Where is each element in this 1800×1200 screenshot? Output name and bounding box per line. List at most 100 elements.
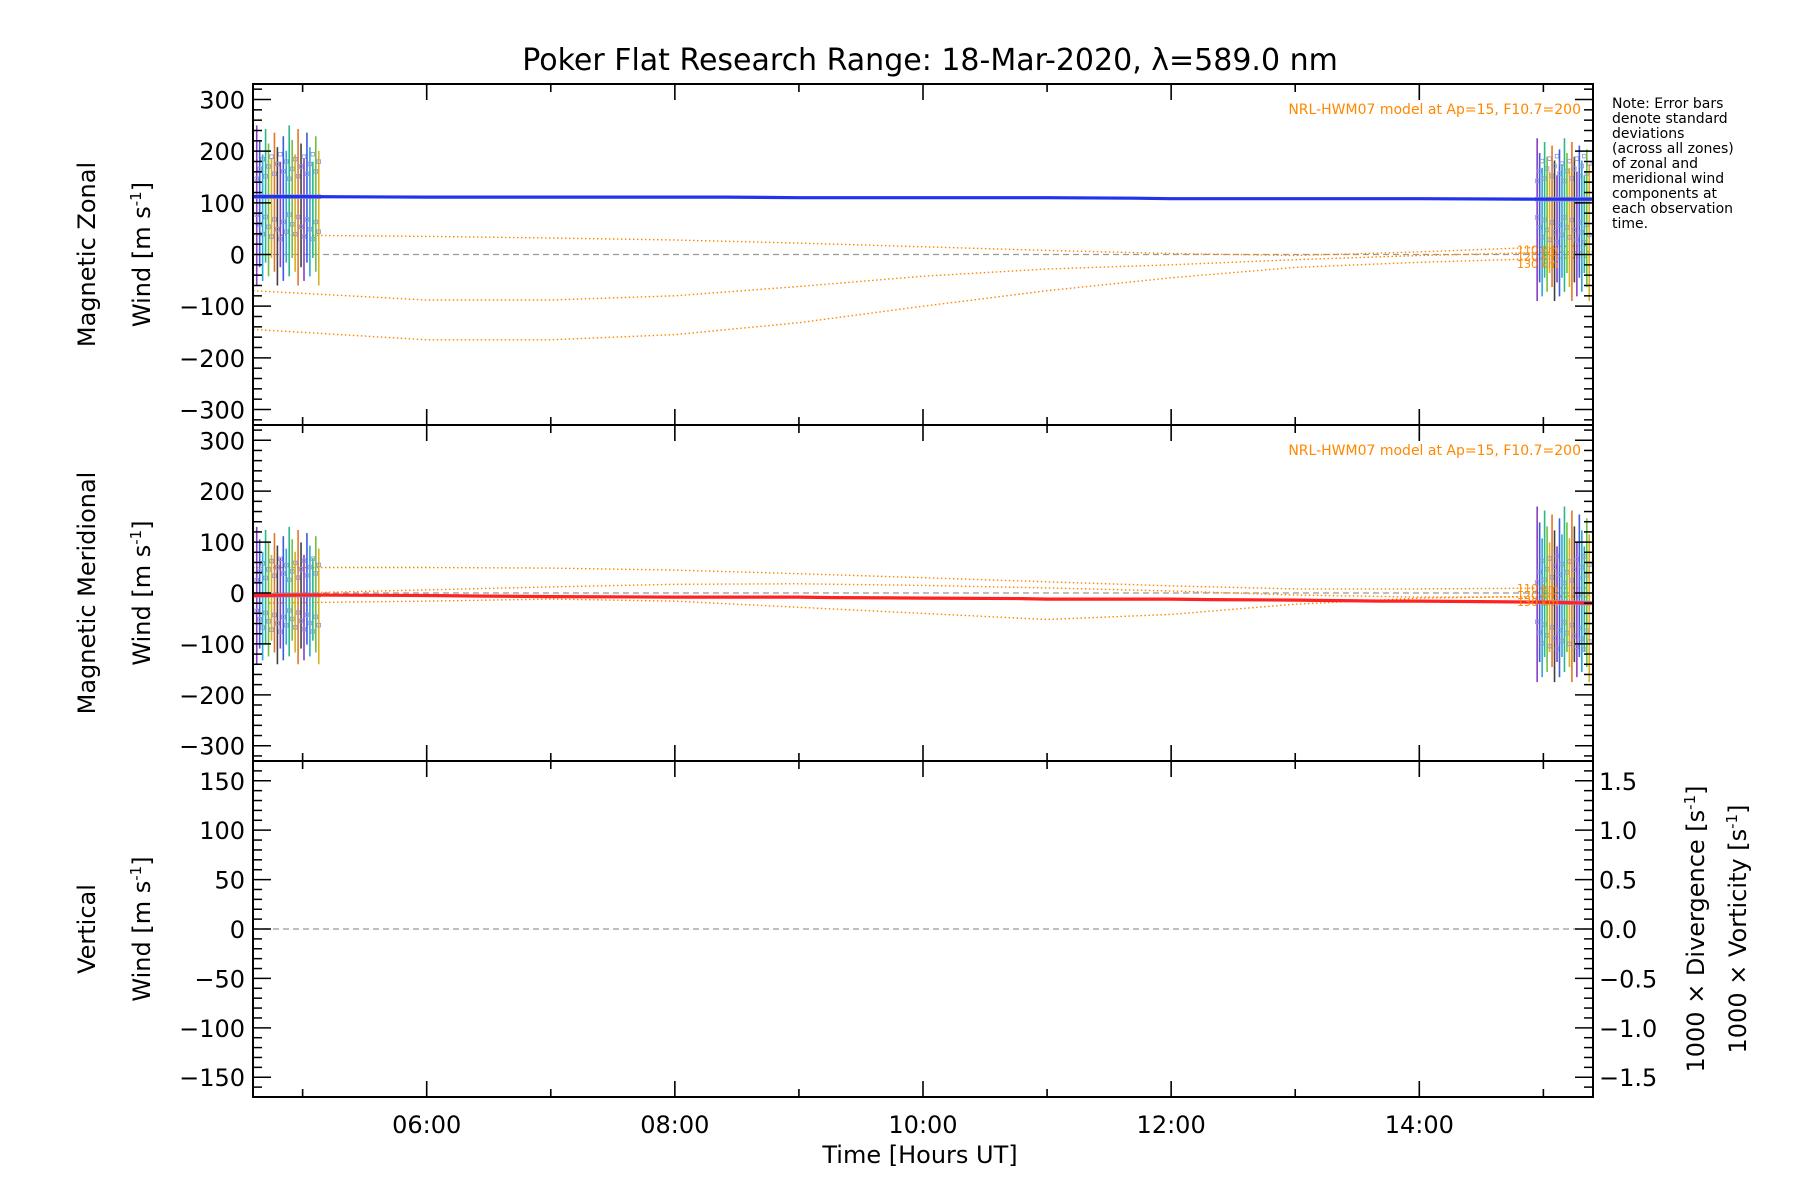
zone-point <box>263 575 268 581</box>
zone-point <box>286 577 292 583</box>
figure-title: Poker Flat Research Range: 18-Mar-2020, … <box>522 43 1338 78</box>
zone-point <box>284 229 289 234</box>
zone-point <box>310 629 316 634</box>
error-bar-group <box>254 125 322 286</box>
zone-point <box>1587 232 1592 238</box>
y2-tick-label: 1.0 <box>1599 817 1637 845</box>
zone-point <box>286 176 292 181</box>
y-tick-label: 300 <box>199 87 245 115</box>
y-tick-label: 0 <box>230 580 245 608</box>
measured-wind-line <box>252 593 1594 605</box>
zone-point <box>289 569 295 574</box>
note-line: denote standard <box>1612 111 1728 127</box>
y-axis-label-line1: Magnetic Zonal <box>73 162 101 347</box>
zone-point <box>298 566 304 572</box>
y-tick-label: −100 <box>179 631 245 659</box>
zone-point <box>266 567 271 572</box>
zone-point <box>298 164 304 169</box>
note-line: of zonal and <box>1612 156 1698 172</box>
zone-point <box>292 156 298 162</box>
x-tick-label: 10:00 <box>888 1111 957 1139</box>
zone-point <box>298 618 304 624</box>
zone-point <box>266 164 271 169</box>
zone-point <box>313 614 319 620</box>
zone-point <box>292 625 298 630</box>
zone-point <box>278 236 283 242</box>
zone-point <box>289 616 295 622</box>
zone-point <box>257 166 262 172</box>
zone-point <box>298 224 304 230</box>
zone-point <box>1567 158 1572 164</box>
zone-point <box>269 154 274 159</box>
zone-point <box>281 571 286 576</box>
x-axis-label: Time [Hours UT] <box>821 1141 1017 1169</box>
zone-point <box>254 577 259 583</box>
y2-tick-label: 0.5 <box>1599 867 1637 895</box>
note-line: (across all zones) <box>1612 141 1734 157</box>
zone-point <box>307 161 313 167</box>
zone-point <box>257 617 262 622</box>
zone-point <box>289 222 295 227</box>
zone-point <box>316 159 322 164</box>
zone-point <box>1579 163 1585 169</box>
y-axis-label-line1: Magnetic Meridional <box>73 472 101 715</box>
model-label: NRL-HWM07 model at Ap=15, F10.7=200 <box>1288 102 1581 118</box>
zone-point <box>284 159 289 164</box>
y2-tick-label: −1.0 <box>1599 1015 1657 1043</box>
zone-point <box>1552 163 1557 169</box>
zone-point <box>301 627 307 632</box>
y2-axis-label: 1000 × Vorticity [s-1] <box>1723 805 1752 1054</box>
x-tick-label: 14:00 <box>1385 1111 1454 1139</box>
zone-point <box>263 173 268 179</box>
zone-point <box>289 166 295 172</box>
zone-point <box>304 573 310 578</box>
zone-point <box>266 619 271 624</box>
y-tick-label: −300 <box>179 397 245 425</box>
zone-point <box>272 573 277 578</box>
zone-point <box>307 227 313 232</box>
x-tick-label: 06:00 <box>392 1111 461 1139</box>
zone-point <box>257 569 262 574</box>
y2-tick-label: −1.5 <box>1599 1064 1657 1092</box>
zone-point <box>286 608 292 613</box>
y-tick-label: 200 <box>199 138 245 166</box>
y2-axis-label: 1000 × Divergence [s-1] <box>1681 785 1710 1072</box>
zone-point <box>310 152 316 157</box>
zone-point <box>1582 153 1587 159</box>
y-tick-label: 100 <box>199 817 245 845</box>
zone-point <box>272 171 277 177</box>
zone-point <box>1574 156 1580 161</box>
zone-point <box>275 226 280 232</box>
zone-point <box>260 561 265 566</box>
y2-tick-label: 0.0 <box>1599 916 1637 944</box>
altitude-label: 110 km <box>1517 582 1559 595</box>
zone-point <box>260 625 265 630</box>
zone-point <box>310 236 316 242</box>
y2-tick-label: 1.5 <box>1599 768 1637 796</box>
y-tick-label: 300 <box>199 427 245 455</box>
zone-point <box>284 623 289 628</box>
altitude-label: 120 km <box>1517 589 1559 602</box>
y-tick-label: 150 <box>199 768 245 796</box>
note-line: time. <box>1612 216 1648 232</box>
zone-point <box>316 622 322 628</box>
note-line: each observation <box>1612 201 1733 217</box>
zone-point <box>284 562 289 568</box>
zone-point <box>275 621 280 626</box>
y-axis-label-line2: Wind [m s-1] <box>127 182 156 327</box>
zone-point <box>263 610 268 616</box>
zone-point <box>292 231 298 237</box>
zone-point <box>295 214 301 220</box>
panel-zonal: NRL-HWM07 model at Ap=15, F10.7=200 110 k… <box>73 83 1594 426</box>
zone-point <box>272 217 277 222</box>
model-curve <box>252 234 1594 257</box>
zone-point <box>313 169 319 174</box>
x-tick-label: 12:00 <box>1137 1111 1206 1139</box>
zone-point <box>269 558 274 564</box>
zone-point <box>304 217 310 222</box>
zone-point <box>1572 166 1577 171</box>
zone-point <box>281 219 286 225</box>
altitude-label: 120 km <box>1517 251 1559 264</box>
y-tick-label: 0 <box>230 242 245 270</box>
zone-point <box>275 565 280 570</box>
